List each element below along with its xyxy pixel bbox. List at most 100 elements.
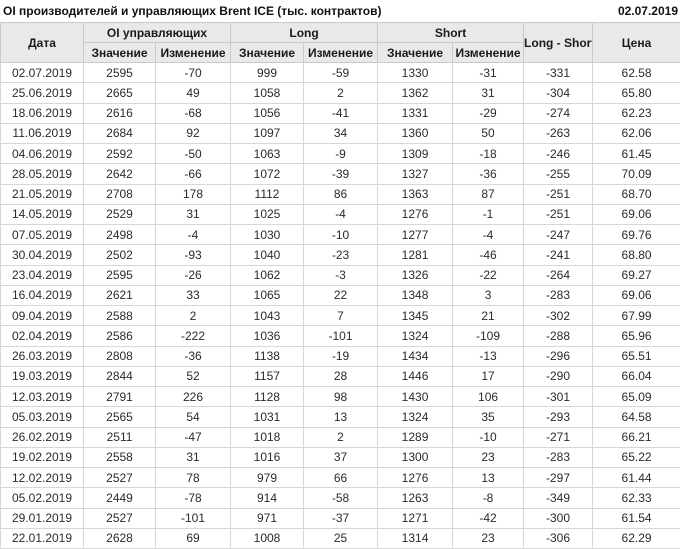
short-change-cell: -10 [453, 427, 524, 447]
short-value-cell: 1348 [378, 285, 453, 305]
oi-change-cell: -66 [156, 164, 231, 184]
long-value-cell: 1063 [231, 144, 304, 164]
long-change-cell: -9 [304, 144, 378, 164]
col-group-oi-managers: OI управляющих [84, 23, 231, 43]
long-value-cell: 1031 [231, 407, 304, 427]
oi-change-cell: 54 [156, 407, 231, 427]
long-short-cell: -246 [524, 144, 593, 164]
oi-change-cell: 78 [156, 468, 231, 488]
long-value-cell: 1056 [231, 103, 304, 123]
oi-value-cell: 2527 [84, 468, 156, 488]
short-value-cell: 1362 [378, 83, 453, 103]
short-change-cell: -29 [453, 103, 524, 123]
long-short-cell: -331 [524, 63, 593, 83]
short-change-cell: 17 [453, 366, 524, 386]
long-short-cell: -251 [524, 184, 593, 204]
date-cell: 18.06.2019 [1, 103, 84, 123]
date-cell: 12.03.2019 [1, 387, 84, 407]
price-cell: 66.21 [593, 427, 680, 447]
long-value-cell: 999 [231, 63, 304, 83]
long-value-cell: 1043 [231, 306, 304, 326]
page-title: OI производителей и управляющих Brent IC… [3, 4, 381, 18]
long-value-cell: 1025 [231, 204, 304, 224]
oi-data-table: Дата OI управляющих Long Short Long - Sh… [0, 22, 680, 549]
long-short-cell: -300 [524, 508, 593, 528]
long-value-cell: 1030 [231, 225, 304, 245]
oi-value-cell: 2595 [84, 265, 156, 285]
oi-change-cell: -222 [156, 326, 231, 346]
oi-value-cell: 2791 [84, 387, 156, 407]
long-short-cell: -247 [524, 225, 593, 245]
sub-header-long-value: Значение [231, 43, 304, 63]
date-cell: 14.05.2019 [1, 204, 84, 224]
long-change-cell: 13 [304, 407, 378, 427]
date-cell: 12.02.2019 [1, 468, 84, 488]
short-value-cell: 1324 [378, 407, 453, 427]
price-cell: 65.80 [593, 83, 680, 103]
oi-value-cell: 2558 [84, 447, 156, 467]
oi-change-cell: -78 [156, 488, 231, 508]
short-change-cell: 50 [453, 123, 524, 143]
oi-change-cell: 31 [156, 204, 231, 224]
short-value-cell: 1331 [378, 103, 453, 123]
date-cell: 26.02.2019 [1, 427, 84, 447]
long-value-cell: 1018 [231, 427, 304, 447]
long-change-cell: 7 [304, 306, 378, 326]
short-change-cell: 35 [453, 407, 524, 427]
short-change-cell: 21 [453, 306, 524, 326]
short-value-cell: 1330 [378, 63, 453, 83]
long-short-cell: -302 [524, 306, 593, 326]
oi-value-cell: 2498 [84, 225, 156, 245]
short-change-cell: -4 [453, 225, 524, 245]
short-value-cell: 1263 [378, 488, 453, 508]
price-cell: 65.09 [593, 387, 680, 407]
long-value-cell: 1112 [231, 184, 304, 204]
sub-header-oi-change: Изменение [156, 43, 231, 63]
short-value-cell: 1324 [378, 326, 453, 346]
long-short-cell: -274 [524, 103, 593, 123]
short-value-cell: 1314 [378, 528, 453, 548]
date-cell: 05.02.2019 [1, 488, 84, 508]
col-header-price: Цена [593, 23, 680, 63]
oi-change-cell: 31 [156, 447, 231, 467]
oi-change-cell: -4 [156, 225, 231, 245]
price-cell: 62.33 [593, 488, 680, 508]
price-cell: 61.45 [593, 144, 680, 164]
long-short-cell: -306 [524, 528, 593, 548]
oi-value-cell: 2586 [84, 326, 156, 346]
price-cell: 65.96 [593, 326, 680, 346]
short-change-cell: 87 [453, 184, 524, 204]
oi-value-cell: 2527 [84, 508, 156, 528]
oi-value-cell: 2511 [84, 427, 156, 447]
price-cell: 67.99 [593, 306, 680, 326]
oi-change-cell: 33 [156, 285, 231, 305]
price-cell: 62.29 [593, 528, 680, 548]
short-value-cell: 1345 [378, 306, 453, 326]
date-cell: 29.01.2019 [1, 508, 84, 528]
oi-change-cell: 178 [156, 184, 231, 204]
short-change-cell: -13 [453, 346, 524, 366]
long-change-cell: 37 [304, 447, 378, 467]
long-change-cell: 34 [304, 123, 378, 143]
long-value-cell: 1097 [231, 123, 304, 143]
oi-value-cell: 2628 [84, 528, 156, 548]
date-cell: 11.06.2019 [1, 123, 84, 143]
long-change-cell: 28 [304, 366, 378, 386]
short-value-cell: 1271 [378, 508, 453, 528]
date-cell: 25.06.2019 [1, 83, 84, 103]
long-short-cell: -288 [524, 326, 593, 346]
long-change-cell: -101 [304, 326, 378, 346]
sub-header-short-change: Изменение [453, 43, 524, 63]
date-cell: 02.07.2019 [1, 63, 84, 83]
long-change-cell: -10 [304, 225, 378, 245]
date-cell: 05.03.2019 [1, 407, 84, 427]
long-change-cell: -37 [304, 508, 378, 528]
date-cell: 09.04.2019 [1, 306, 84, 326]
